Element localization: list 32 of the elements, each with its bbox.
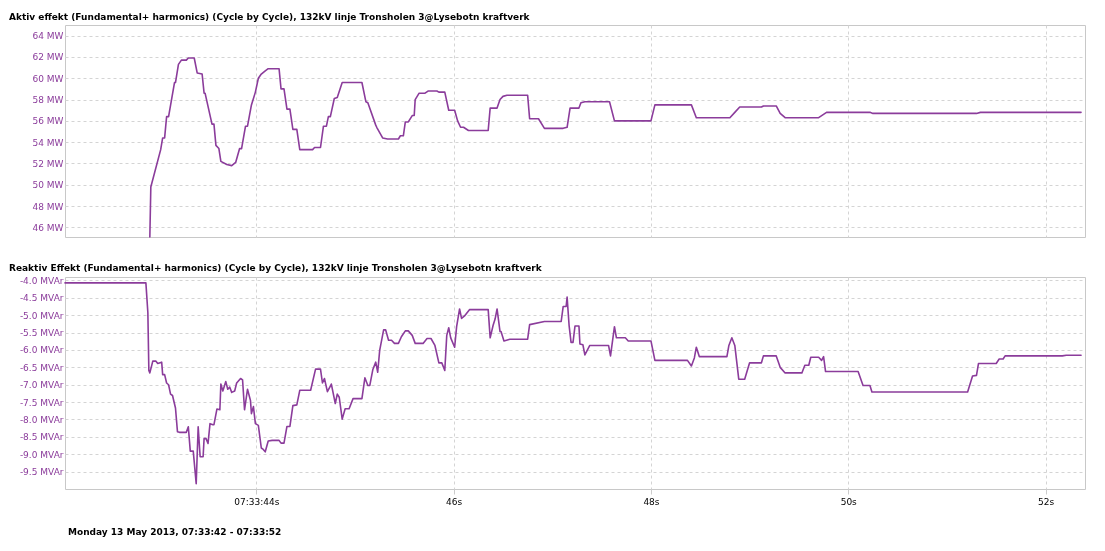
y-tick-label: -4.0 MVAr (19, 275, 64, 286)
chart-title: Reaktiv Effekt (Fundamental+ harmonics) (Cycle by Cycle), 132kV linje Tronsholen 3@Lysebotn kraftverk (9, 263, 543, 274)
text: Monday 13 May 2013, 07:33:42 - 07:33:52 (68, 527, 283, 537)
y-tick-label: -7.5 MVAr (19, 397, 64, 408)
x-tick-label: 48s (643, 496, 660, 507)
x-tick-label: 07:33:44s (234, 496, 280, 507)
y-tick-label: 56 MW (32, 116, 64, 127)
y-tick-label: 50 MW (32, 180, 64, 191)
y-tick-label: -9.5 MVAr (19, 467, 64, 478)
y-tick-label: 58 MW (32, 95, 64, 106)
y-tick-label: -8.0 MVAr (19, 414, 64, 425)
line-series (149, 57, 1082, 238)
x-tick-label: 46s (446, 496, 463, 507)
line-series (64, 282, 1082, 485)
y-tick-label: 48 MW (32, 201, 64, 212)
y-tick-label: 52 MW (32, 158, 64, 169)
y-tick-label: 62 MW (32, 52, 64, 63)
y-tick-label: -8.5 MVAr (19, 432, 64, 443)
y-tick-label: -5.5 MVAr (19, 328, 64, 339)
y-tick-label: -6.5 MVAr (19, 362, 64, 373)
y-tick-label: 46 MW (32, 222, 64, 233)
y-tick-label: 54 MW (32, 137, 64, 148)
y-tick-label: -7.0 MVAr (19, 380, 64, 391)
y-tick-label: -6.0 MVAr (19, 345, 64, 356)
x-tick-label: 50s (840, 496, 858, 507)
y-tick-label: -9.0 MVAr (19, 449, 64, 460)
x-tick-label: 52s (1037, 496, 1055, 507)
y-tick-label: -4.5 MVAr (19, 293, 64, 304)
y-tick-label: 60 MW (32, 73, 64, 84)
chart-title: Aktiv effekt (Fundamental+ harmonics) (Cycle by Cycle), 132kV linje Tronsholen 3@Lysebotn kraftverk (9, 12, 531, 22)
y-tick-label: 64 MW (32, 31, 64, 42)
y-tick-label: -5.0 MVAr (19, 310, 64, 321)
